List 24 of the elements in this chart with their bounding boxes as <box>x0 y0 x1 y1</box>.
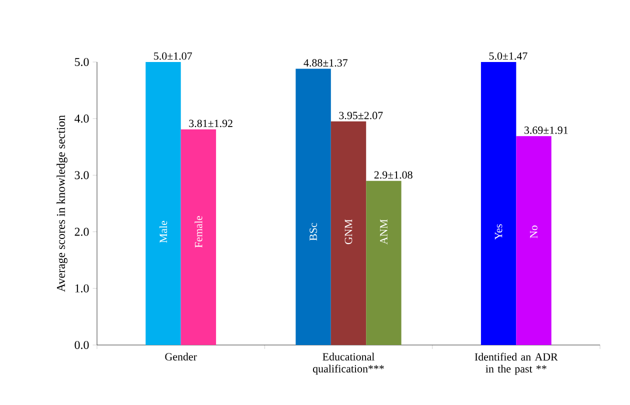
y-tick-label: 4.0 <box>74 114 89 123</box>
data-label: 2.9±1.08 <box>374 171 412 179</box>
data-label: 3.69±1.91 <box>524 126 568 134</box>
x-tick-label: Gender <box>165 352 197 360</box>
x-tick-label: Educational qualification*** <box>312 352 384 375</box>
y-tick-label: 0.0 <box>74 340 89 350</box>
data-label: 5.0±1.07 <box>154 52 192 60</box>
series-label: BSc <box>310 223 317 241</box>
series-label: GNM <box>344 219 352 244</box>
series-label: Yes <box>494 224 502 240</box>
series-label: ANM <box>380 219 388 244</box>
y-tick-label: 3.0 <box>74 171 89 180</box>
y-tick-label: 2.0 <box>74 228 89 236</box>
data-label: 3.95±2.07 <box>339 112 383 120</box>
x-tick-label: Identified an ADR in the past ** <box>474 352 558 375</box>
data-label: 5.0±1.47 <box>489 52 528 60</box>
y-tick-label: 5.0 <box>74 58 89 66</box>
series-label: Male <box>159 220 168 243</box>
series-label: No <box>530 226 538 238</box>
y-axis-title: Average scores in knowledge section <box>56 115 68 292</box>
series-label: Female <box>194 216 202 248</box>
y-tick-label: 1.0 <box>75 284 89 292</box>
data-label: 4.88±1.37 <box>304 59 348 67</box>
data-label: 3.81±1.92 <box>189 120 232 128</box>
